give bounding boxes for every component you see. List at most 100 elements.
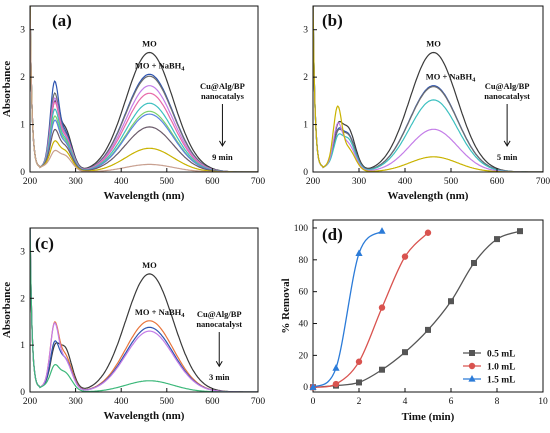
x-tick-label: 400 [114,177,129,187]
data-point [356,379,362,386]
annotation-catalyst: Cu@Alg/BP [200,81,245,91]
data-point [471,260,477,266]
x-tick-label: 10 [538,397,548,407]
x-axis-label: Time (min) [402,411,455,423]
x-tick-label: 6 [449,397,454,407]
x-tick-label: 300 [68,177,83,187]
y-tick-label: 2 [20,294,25,304]
series-1.0-mL [309,229,432,391]
data-point [332,380,340,388]
x-tick-label: 0 [311,397,316,407]
data-point [401,253,409,260]
series-line [312,230,383,388]
y-tick-label: 100 [294,224,309,234]
y-tick-label: 60 [299,288,309,298]
x-tick-label: 700 [536,177,550,187]
annotation-catalyst: Cu@Alg/BP [485,81,530,91]
x-tick-label: 300 [352,177,367,187]
panel-label: (a) [52,11,72,30]
x-tick-label: 400 [114,397,129,407]
y-tick-label: 2 [303,73,308,83]
x-tick-label: 700 [251,177,266,187]
x-tick-label: 4 [403,397,408,407]
x-axis-label: Wavelength (nm) [104,190,185,202]
x-tick-label: 600 [205,397,220,407]
x-axis-label: Wavelength (nm) [388,190,469,202]
annotation-mo: MO [142,260,157,270]
y-tick-label: 0 [20,388,25,398]
y-tick-label: 20 [299,351,309,361]
arrow-head [219,140,226,147]
x-tick-label: 500 [160,177,175,187]
data-point [517,228,523,235]
data-point [379,366,385,373]
x-tick-label: 200 [23,397,38,407]
annotation-mo: MO [426,38,441,48]
series-line-3 [30,228,258,392]
panel-label: (b) [322,11,343,30]
legend-marker [468,362,476,370]
x-tick-label: 700 [251,397,266,407]
data-point [378,304,386,311]
data-point [425,326,431,333]
data-point [424,229,432,236]
annotation-text: MO + NaBH [135,307,182,317]
chart-panel-b: 200 300 400 500 600 700 0 1 2 3 Wavelength (nm) (b)… [303,5,550,202]
plot-frame [312,5,544,173]
plot-frame [29,227,259,393]
x-tick-label: 2 [357,397,362,407]
data-point [378,227,386,234]
plot-frame [312,219,544,393]
x-tick-label: 600 [205,177,220,187]
annotation-catalyst: nanocatalyst [484,91,530,101]
legend-label: 0.5 mL [487,350,516,360]
x-tick-label: 400 [398,177,413,187]
x-tick-label: 500 [160,397,175,407]
annotation-text: MO + NaBH [135,60,182,70]
plot-frame [29,5,259,173]
x-tick-label: 8 [495,397,500,407]
data-point [332,364,340,371]
annotation-time: 3 min [209,372,230,382]
data-point [355,249,363,257]
annotation-subscript: 4 [472,77,476,84]
series-group [30,228,258,392]
annotation-mo-nabh4: MO + NaBH4 [135,307,185,319]
y-tick-label: 0 [20,168,25,178]
chart-panel-a: 200 300 400 500 600 700 0 1 2 3 Wavelength (nm) Abs… [1,5,266,202]
x-axis-label: Wavelength (nm) [104,410,185,422]
annotation-subscript: 4 [181,65,185,72]
x-tick-label: 600 [490,177,505,187]
y-tick-label: 0 [303,168,308,178]
annotation-catalyst: nanocatalys [201,91,245,101]
chart-panel-c: 200 300 400 500 600 700 0 1 2 3 Wavelength (nm) Abs… [1,227,266,422]
annotation-catalyst: nanocatalyst [196,319,242,329]
legend-marker [468,375,476,382]
legend-label: 1.5 mL [487,376,516,386]
y-tick-label: 0 [303,383,308,393]
y-tick-label: 2 [20,73,25,83]
y-axis-label: Absorbance [1,61,13,117]
data-point [494,236,500,243]
annotation-catalyst: Cu@Alg/BP [197,309,242,319]
arrow-head [503,140,511,147]
annotation-time: 9 min [212,152,233,162]
y-tick-label: 1 [303,121,308,131]
annotation-text: MO + NaBH [426,72,473,82]
y-tick-label: 40 [299,320,309,330]
series-line [312,230,521,388]
data-point [448,298,454,305]
y-tick-label: 3 [20,26,25,36]
legend-label: 1.0 mL [487,363,516,373]
annotation-mo: MO [142,38,157,48]
series-1.5-mL [309,227,386,390]
data-point [355,358,363,365]
annotation-mo-nabh4: MO + NaBH4 [426,72,476,84]
data-point [309,383,317,390]
arrow-head [215,360,223,368]
data-point [402,349,408,356]
x-tick-label: 200 [306,177,321,187]
series-line [312,232,429,388]
